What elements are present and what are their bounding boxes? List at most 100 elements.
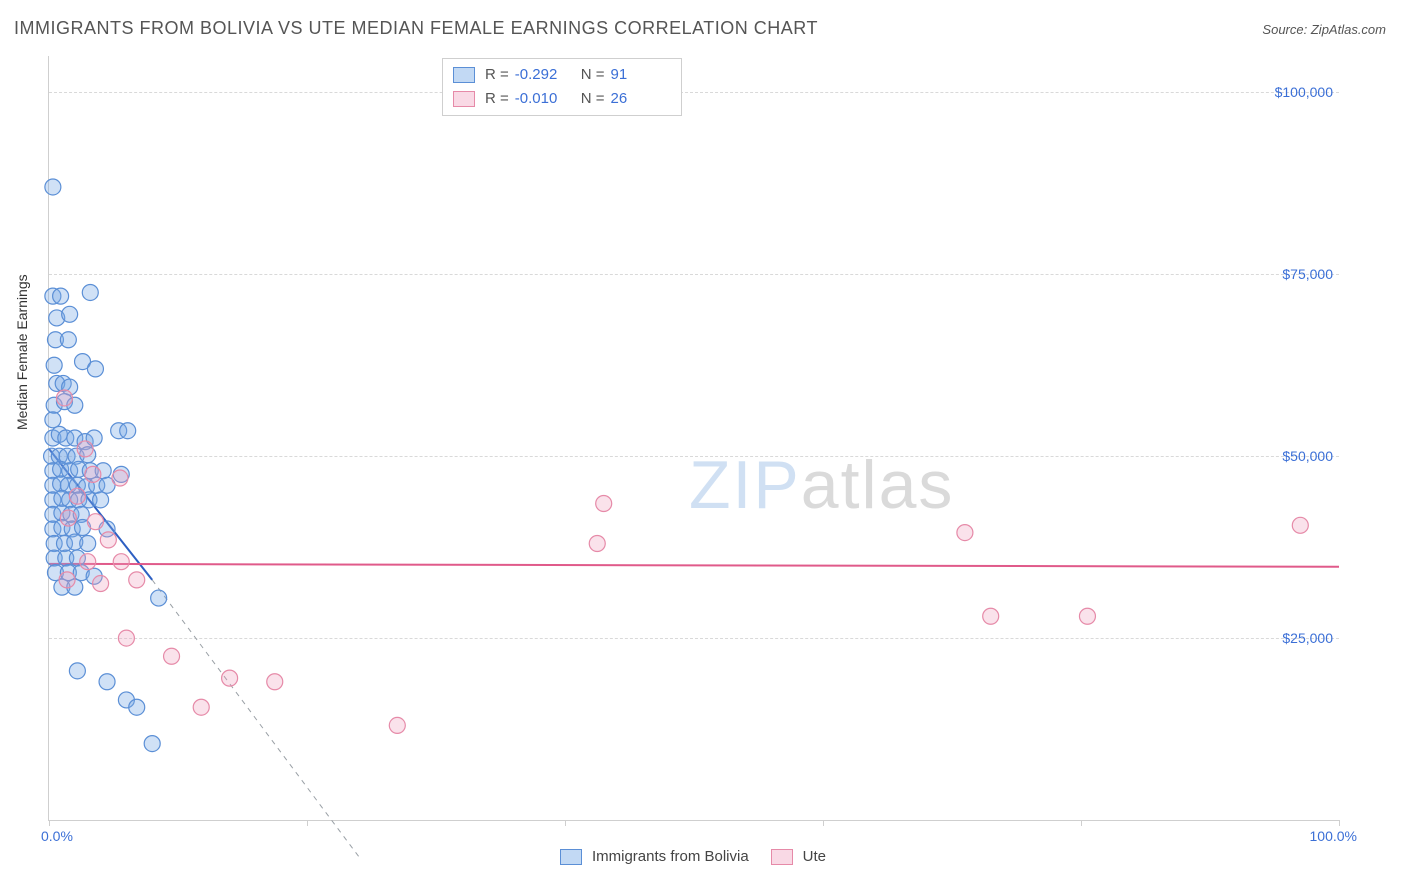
scatter-point (80, 447, 96, 463)
scatter-point (56, 390, 72, 406)
trend-line (49, 449, 152, 580)
chart-title: IMMIGRANTS FROM BOLIVIA VS UTE MEDIAN FE… (14, 18, 818, 39)
scatter-point (78, 479, 94, 495)
scatter-point (957, 525, 973, 541)
x-axis-max-label: 100.0% (1310, 828, 1357, 844)
x-tick (1081, 820, 1082, 826)
legend-swatch (771, 849, 793, 865)
scatter-point (49, 310, 65, 326)
y-tick-label: $100,000 (1275, 84, 1333, 100)
y-axis-label: Median Female Earnings (14, 274, 30, 430)
scatter-point (99, 477, 115, 493)
scatter-point (45, 463, 61, 479)
scatter-point (69, 488, 85, 504)
scatter-point (58, 430, 74, 446)
gridline (49, 274, 1339, 275)
scatter-point (46, 357, 62, 373)
y-tick-label: $50,000 (1282, 448, 1333, 464)
scatter-point (54, 519, 70, 535)
scatter-point (58, 550, 74, 566)
scatter-point (62, 463, 78, 479)
scatter-point (164, 648, 180, 664)
scatter-point (53, 461, 69, 477)
scatter-point (80, 536, 96, 552)
scatter-point (118, 692, 134, 708)
gridline (49, 92, 1339, 93)
x-tick (823, 820, 824, 826)
scatter-point (95, 463, 111, 479)
scatter-point (45, 492, 61, 508)
scatter-point (54, 505, 70, 521)
scatter-point (62, 379, 78, 395)
scatter-point (73, 506, 89, 522)
scatter-point (87, 514, 103, 530)
scatter-point (86, 430, 102, 446)
gridline (49, 638, 1339, 639)
scatter-point (144, 736, 160, 752)
scatter-point (45, 412, 61, 428)
scatter-point (983, 608, 999, 624)
scatter-point (47, 565, 63, 581)
scatter-points-layer (49, 56, 1339, 820)
scatter-point (45, 506, 61, 522)
scatter-point (69, 477, 85, 493)
scatter-point (1079, 608, 1095, 624)
scatter-point (67, 579, 83, 595)
scatter-point (82, 284, 98, 300)
plot-area: ZIPatlas $25,000$50,000$75,000$100,000 0… (48, 56, 1339, 821)
x-tick (49, 820, 50, 826)
scatter-point (49, 375, 65, 391)
scatter-point (67, 397, 83, 413)
source-label: Source: ZipAtlas.com (1262, 22, 1386, 37)
scatter-point (47, 332, 63, 348)
scatter-point (53, 288, 69, 304)
scatter-point (55, 375, 71, 391)
scatter-point (389, 717, 405, 733)
scatter-point (59, 572, 75, 588)
scatter-point (129, 572, 145, 588)
x-tick (307, 820, 308, 826)
scatter-point (46, 550, 62, 566)
series-legend: Immigrants from BoliviaUte (48, 848, 1338, 865)
scatter-point (46, 397, 62, 413)
scatter-point (86, 568, 102, 584)
scatter-point (56, 394, 72, 410)
scatter-point (53, 476, 69, 492)
scatter-point (80, 554, 96, 570)
legend-stat-row: R = -0.010N = 26 (453, 87, 671, 111)
scatter-point (113, 466, 129, 482)
legend-item: Ute (771, 848, 826, 865)
scatter-point (129, 699, 145, 715)
scatter-point (67, 430, 83, 446)
x-axis-min-label: 0.0% (41, 828, 73, 844)
gridline (49, 456, 1339, 457)
legend-swatch (453, 91, 475, 107)
scatter-point (45, 288, 61, 304)
scatter-point (51, 426, 67, 442)
scatter-point (69, 663, 85, 679)
legend-swatch (453, 67, 475, 83)
x-tick (1339, 820, 1340, 826)
scatter-point (100, 532, 116, 548)
scatter-point (67, 534, 83, 550)
legend-swatch (560, 849, 582, 865)
scatter-point (45, 477, 61, 493)
scatter-point (60, 332, 76, 348)
scatter-point (56, 536, 72, 552)
scatter-point (62, 492, 78, 508)
scatter-point (111, 423, 127, 439)
scatter-point (45, 521, 61, 537)
scatter-point (93, 492, 109, 508)
scatter-point (120, 423, 136, 439)
scatter-point (596, 495, 612, 511)
scatter-point (45, 430, 61, 446)
scatter-point (64, 521, 80, 537)
scatter-point (71, 492, 87, 508)
scatter-point (73, 565, 89, 581)
trend-line (49, 564, 1339, 567)
legend-stat-row: R = -0.292N = 91 (453, 63, 671, 87)
scatter-point (54, 579, 70, 595)
scatter-point (589, 536, 605, 552)
scatter-point (99, 521, 115, 537)
scatter-point (77, 434, 93, 450)
